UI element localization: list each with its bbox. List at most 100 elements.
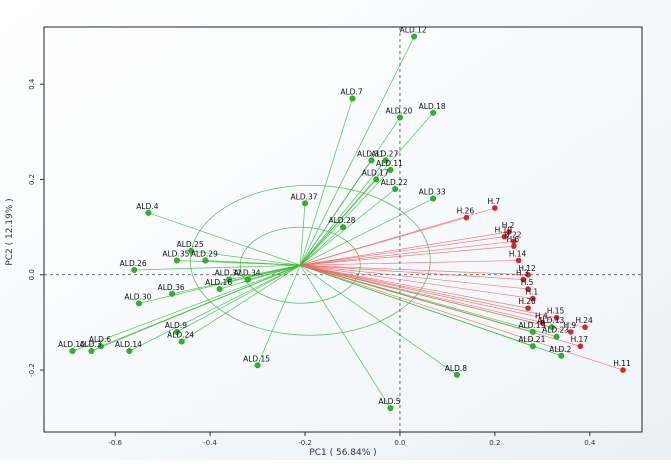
point-label: ALD.22 — [381, 178, 408, 187]
point-label: ALD.14 — [115, 340, 142, 349]
point-label: H.17 — [571, 335, 589, 344]
point-label: ALD.8 — [445, 364, 467, 373]
biplot-ray — [191, 250, 301, 266]
data-point — [126, 348, 133, 354]
biplot-ray — [300, 264, 529, 276]
correlation-circle — [239, 226, 361, 304]
data-point — [368, 157, 375, 164]
point-label: H.12 — [518, 264, 536, 273]
data-point — [202, 257, 209, 264]
data-point — [173, 328, 180, 335]
data-point — [463, 214, 470, 221]
point-label: ALD.33 — [419, 188, 446, 197]
data-point — [178, 338, 185, 345]
point-label: ALD.30 — [124, 292, 151, 301]
point-label: ALD.28 — [328, 216, 355, 225]
data-point — [525, 286, 531, 292]
point-label: ALD.25 — [177, 240, 204, 249]
data-point — [340, 224, 346, 231]
biplot-ray — [300, 169, 391, 266]
point-label: ALD.7 — [340, 87, 362, 96]
biplot-ray — [300, 264, 586, 328]
x-tick-label: -0.4 — [203, 439, 217, 447]
data-point — [525, 271, 531, 278]
point-label: H.20 — [518, 297, 536, 306]
data-point — [188, 247, 195, 254]
data-point — [539, 319, 546, 326]
data-point — [397, 114, 403, 121]
biplot-ray — [181, 264, 301, 342]
data-point — [69, 348, 76, 354]
biplot-ray — [299, 36, 415, 266]
biplot-ray — [72, 264, 301, 352]
biplot-ray — [300, 264, 524, 280]
biplot-ray — [300, 264, 529, 309]
biplot-ray — [300, 260, 519, 266]
data-point — [492, 205, 498, 211]
data-point — [511, 238, 517, 245]
data-point — [98, 343, 104, 350]
point-label: ALD.37 — [291, 192, 318, 201]
data-point — [169, 290, 176, 297]
data-point — [529, 328, 536, 335]
y-tick-label: 0.0 — [28, 269, 36, 280]
x-tick-label: -0.6 — [108, 439, 122, 447]
data-point — [411, 33, 418, 40]
biplot-ray — [300, 207, 495, 266]
data-point — [226, 276, 233, 283]
data-point — [515, 257, 522, 264]
data-point — [553, 314, 560, 321]
data-point — [525, 305, 531, 311]
point-label: H.7 — [488, 197, 501, 206]
data-point — [582, 324, 588, 330]
biplot-ray — [300, 226, 344, 266]
point-label: ALD.11 — [376, 159, 403, 168]
point-label: H.24 — [575, 316, 593, 325]
point-label: H.5 — [521, 278, 534, 287]
point-label: H.14 — [509, 249, 527, 258]
biplot-ray — [300, 264, 543, 323]
biplot-ray — [300, 264, 557, 318]
biplot-ray — [176, 260, 301, 266]
biplot-ray — [219, 264, 301, 290]
point-label: H.10 — [495, 226, 513, 235]
data-point — [387, 405, 394, 412]
point-label: ALD.23 — [542, 326, 569, 335]
point-label: H.26 — [457, 207, 475, 216]
point-label: ALD.24 — [167, 330, 194, 339]
biplot-ray — [148, 212, 301, 266]
point-label: ALD.6 — [89, 335, 111, 344]
data-point — [392, 186, 399, 192]
biplot-ray — [300, 264, 533, 299]
y-tick-label: 0.2 — [28, 174, 36, 185]
point-label: ALD.32 — [215, 269, 242, 278]
point-label: ALD.17 — [362, 168, 389, 177]
biplot-ray — [300, 264, 458, 376]
x-tick-label: -0.2 — [298, 439, 312, 447]
biplot-ray — [299, 265, 391, 409]
biplot-ray — [300, 198, 434, 266]
data-point — [387, 166, 394, 173]
data-point — [548, 324, 555, 331]
point-label: ALD.2 — [549, 345, 571, 354]
x-tick-label: 0.4 — [584, 439, 596, 447]
data-point — [216, 286, 223, 293]
x-tick-label: 0.0 — [394, 439, 405, 447]
biplot-ray — [299, 203, 306, 266]
data-point — [511, 243, 517, 249]
y-tick-label: 0.4 — [28, 78, 36, 90]
point-label: ALD.5 — [378, 397, 400, 406]
point-label: ALD.19 — [518, 321, 545, 330]
biplot-ray — [257, 265, 301, 366]
point-label: H.6 — [507, 235, 520, 244]
data-point — [568, 329, 574, 335]
biplot-ray — [299, 160, 372, 266]
point-label: ALD.9 — [165, 321, 187, 330]
biplot-ray — [300, 241, 514, 266]
biplot-ray — [300, 245, 514, 266]
data-point — [530, 295, 536, 302]
biplot-ray — [300, 188, 396, 266]
biplot-ray — [176, 264, 301, 333]
